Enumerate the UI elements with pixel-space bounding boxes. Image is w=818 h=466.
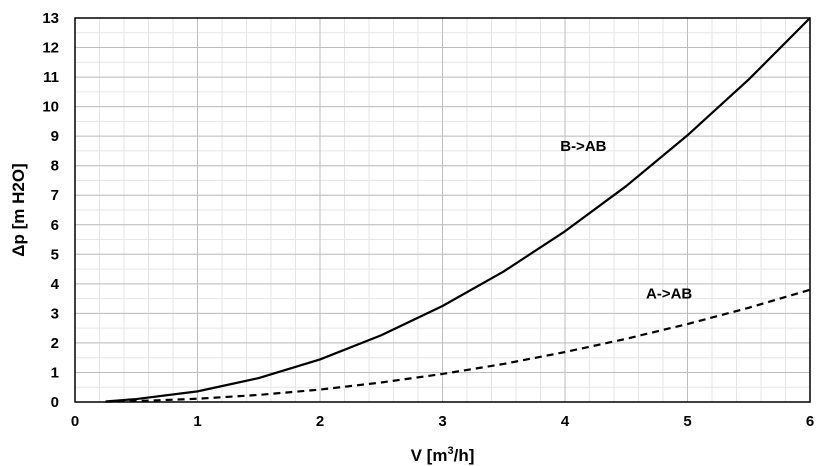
y-tick-label: 9	[51, 128, 59, 145]
y-tick-label: 4	[51, 276, 60, 293]
y-tick-label: 11	[43, 69, 59, 86]
curves	[105, 17, 811, 403]
y-tick-label: 0	[51, 394, 59, 411]
x-tick-label: 4	[561, 413, 570, 430]
series-line-b-ab	[105, 17, 811, 403]
x-axis-title: V [m3/h]	[411, 445, 475, 465]
y-tick-label: 1	[51, 364, 59, 381]
x-axis-title-sup: 3	[447, 445, 453, 457]
x-tick-labels: 0 1 2 3 4 5 6	[71, 413, 814, 430]
y-tick-label: 8	[51, 158, 59, 175]
y-tick-label: 3	[51, 305, 59, 322]
x-tick-label: 3	[438, 413, 446, 430]
y-tick-label: 12	[42, 40, 59, 57]
series-line-a-ab	[105, 288, 811, 403]
y-tick-label: 10	[42, 99, 59, 116]
y-tick-label: 7	[51, 187, 59, 204]
x-tick-label: 5	[683, 413, 691, 430]
x-axis-title-tail: /h]	[454, 446, 475, 465]
x-tick-label: 6	[806, 413, 814, 430]
y-tick-label: 13	[42, 10, 59, 27]
x-tick-label: 0	[71, 413, 79, 430]
y-tick-label: 2	[51, 335, 59, 352]
plot-frame	[74, 17, 811, 403]
x-axis-title-main: V [m	[411, 446, 448, 465]
major-grid	[74, 17, 811, 403]
curve-annotations: B->AB A->AB	[560, 138, 692, 303]
y-tick-label: 6	[51, 217, 59, 234]
annotation-b-ab: B->AB	[560, 138, 606, 155]
y-axis-title: Δp [m H2O]	[9, 163, 28, 256]
y-tick-label: 5	[51, 246, 59, 263]
annotation-a-ab: A->AB	[646, 286, 692, 303]
x-tick-label: 2	[316, 413, 324, 430]
x-tick-label: 1	[193, 413, 201, 430]
